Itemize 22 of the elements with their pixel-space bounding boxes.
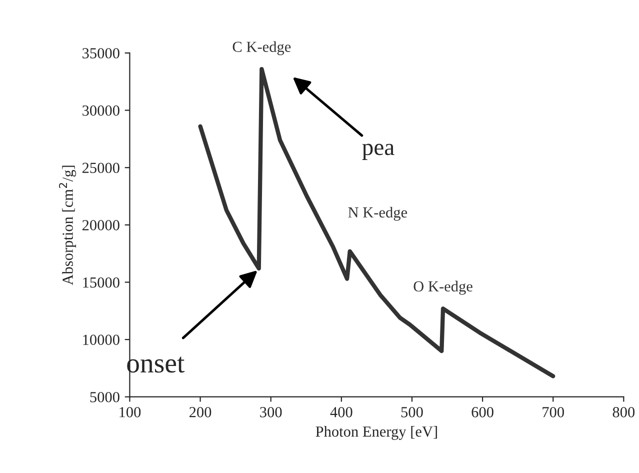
x-tick-label: 600: [472, 407, 494, 418]
line-series: [198, 66, 556, 378]
annotation: C K-edge: [232, 41, 291, 56]
annotation: O K-edge: [414, 280, 472, 295]
annotation: pea: [362, 144, 394, 160]
x-tick-label: 500: [401, 407, 423, 418]
annotation: N K-edge: [348, 206, 408, 221]
x-tick-label: 800: [612, 407, 635, 418]
x-tick-label: 300: [260, 407, 282, 418]
y-tick-label: 35000: [82, 48, 120, 58]
y-tick-label: 30000: [82, 105, 120, 116]
x-axis-title: Photon Energy [eV]: [316, 426, 437, 440]
y-tick-label: 25000: [82, 162, 120, 174]
x-tick-label: 400: [330, 407, 352, 418]
y-tick-label: 5000: [90, 392, 120, 402]
x-tick-label: 700: [542, 407, 564, 418]
x-tick-label: 100: [120, 407, 141, 418]
y-tick-label: 10000: [83, 334, 120, 345]
x-tick-label: 200: [189, 407, 212, 418]
y-tick-label: 15000: [83, 277, 120, 288]
y-axis-title: Absorption [cm$^{2}$/g]: [58, 166, 76, 286]
y-tick-label: 20000: [82, 220, 120, 230]
